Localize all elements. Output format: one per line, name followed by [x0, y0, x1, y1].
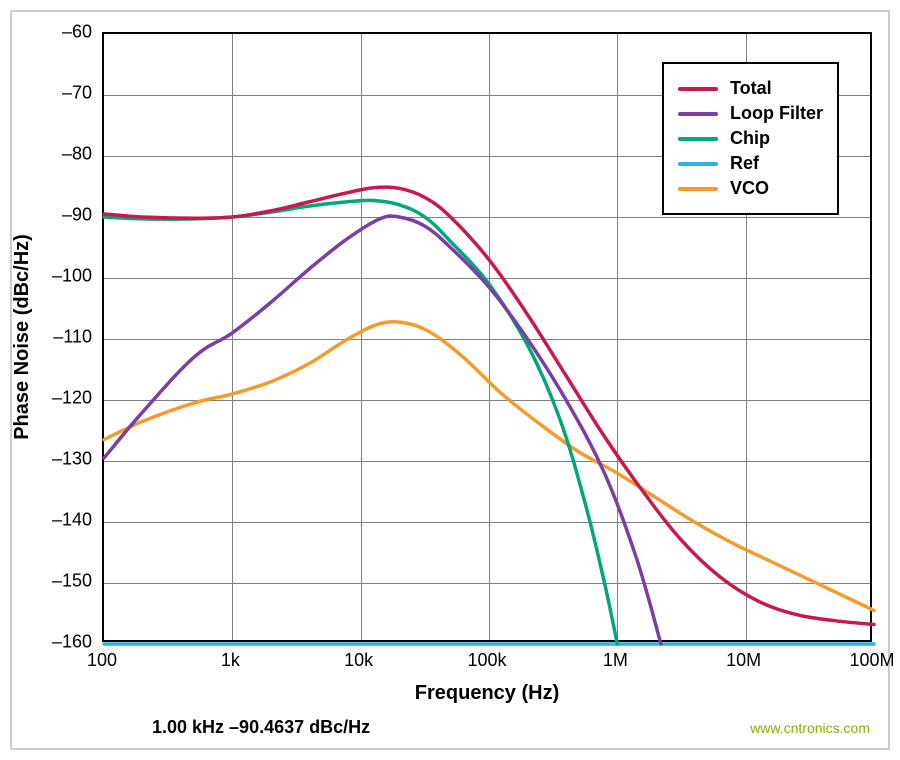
x-tick-label: 100	[87, 650, 117, 671]
series-vco	[104, 322, 874, 611]
chart-container: Total Loop Filter Chip Ref VCO 1.00 kHz –90.…	[10, 10, 890, 750]
legend-swatch	[678, 137, 718, 141]
legend-item: Loop Filter	[678, 103, 823, 124]
x-tick-label: 1k	[221, 650, 240, 671]
x-tick-label: 10k	[344, 650, 373, 671]
y-tick-label: –70	[12, 83, 92, 104]
series-total	[104, 187, 874, 624]
legend-label: Loop Filter	[730, 103, 823, 124]
legend-item: Total	[678, 78, 823, 99]
legend-swatch	[678, 87, 718, 91]
series-loop-filter	[104, 216, 661, 644]
series-chip	[104, 200, 617, 644]
footnote-text: 1.00 kHz –90.4637 dBc/Hz	[152, 717, 370, 738]
legend-item: VCO	[678, 178, 823, 199]
y-tick-label: –80	[12, 144, 92, 165]
legend-swatch	[678, 162, 718, 166]
legend-item: Ref	[678, 153, 823, 174]
x-axis-label: Frequency (Hz)	[415, 682, 559, 705]
legend-item: Chip	[678, 128, 823, 149]
y-tick-label: –160	[12, 632, 92, 653]
y-tick-label: –150	[12, 571, 92, 592]
legend-label: Total	[730, 78, 772, 99]
y-tick-label: –60	[12, 22, 92, 43]
legend: Total Loop Filter Chip Ref VCO	[662, 62, 839, 215]
legend-swatch	[678, 112, 718, 116]
legend-label: VCO	[730, 178, 769, 199]
x-tick-label: 1M	[603, 650, 628, 671]
x-tick-label: 10M	[726, 650, 761, 671]
y-axis-label: Phase Noise (dBc/Hz)	[11, 234, 34, 440]
watermark-text: www.cntronics.com	[750, 720, 870, 736]
legend-label: Ref	[730, 153, 759, 174]
x-tick-label: 100M	[849, 650, 894, 671]
y-tick-label: –90	[12, 205, 92, 226]
legend-label: Chip	[730, 128, 770, 149]
legend-swatch	[678, 187, 718, 191]
y-tick-label: –130	[12, 449, 92, 470]
x-tick-label: 100k	[467, 650, 506, 671]
y-tick-label: –140	[12, 510, 92, 531]
